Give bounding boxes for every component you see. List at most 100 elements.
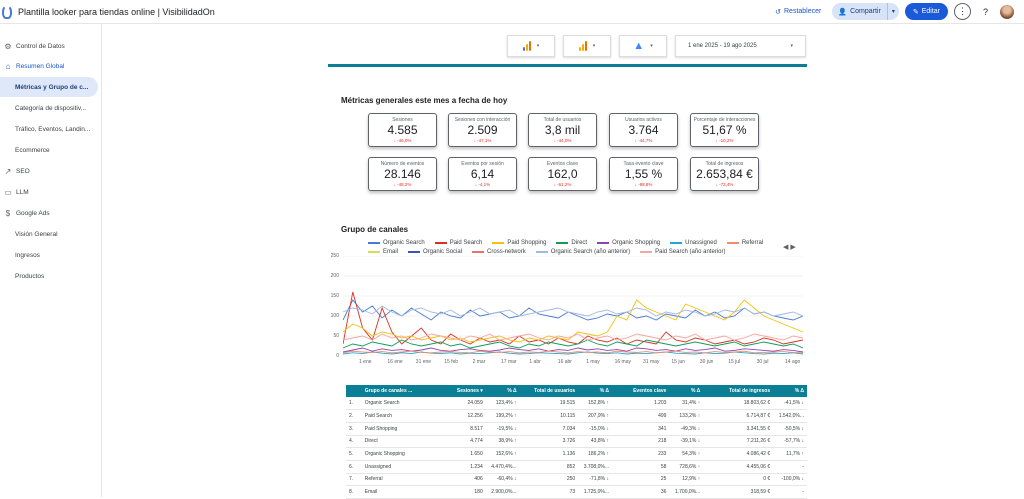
x-tick-label: 17 mar bbox=[501, 359, 517, 365]
sidebar-item-metricas[interactable]: Métricas y Grupo de c... bbox=[0, 77, 98, 97]
table-row[interactable]: 1. Organic Search 24.059 123,4% ↑ 19.515 152,… bbox=[346, 397, 807, 411]
legend-item[interactable]: Unassigned bbox=[670, 240, 717, 246]
kpi-label: Porcentaje de interacciones bbox=[693, 117, 756, 123]
kpi-label: Sesiones bbox=[392, 117, 413, 123]
legend-item[interactable]: Referral bbox=[726, 240, 763, 246]
sidebar-item-categoria-dispositivo[interactable]: Categoría de dispositiv... bbox=[15, 104, 87, 112]
table-row[interactable]: 6. Unassigned 1.234 4.470,4%... 852 3.708,0%.… bbox=[346, 460, 807, 474]
chevron-left-icon[interactable]: ◀ bbox=[783, 244, 789, 251]
sidebar-item-control-datos[interactable]: ⚙ Control de Datos bbox=[4, 41, 65, 51]
chevron-down-icon: ▾ bbox=[592, 43, 596, 49]
kpi-card: Sesiones con interacción 2.509 ↓ -47,1% bbox=[448, 113, 517, 147]
table-row[interactable]: 2. Paid Search 12.256 199,2% ↑ 10.115 207,9% … bbox=[346, 409, 807, 423]
sidebar-item-llm[interactable]: ▭ LLM bbox=[4, 187, 29, 197]
avatar[interactable] bbox=[1000, 4, 1014, 19]
table-row[interactable]: 3. Paid Shopping 8.517 -19,5% ↓ 7.034 -15,0% … bbox=[346, 422, 807, 436]
legend-pager[interactable]: ◀ ▶ bbox=[783, 243, 796, 251]
chart-legend-row-2: Email Organic Social Cross-network Organic … bbox=[368, 249, 725, 255]
legend-swatch bbox=[368, 251, 380, 253]
edit-button[interactable]: ✎ Editar bbox=[904, 3, 948, 20]
kpi-delta: ↓ -4,1% bbox=[474, 182, 491, 187]
x-tick-label: 1 may bbox=[586, 359, 600, 365]
chat-icon: ▭ bbox=[4, 187, 12, 197]
looker-logo-icon bbox=[2, 4, 12, 19]
series-line-1[interactable] bbox=[343, 291, 803, 345]
x-tick-label: 31 ene bbox=[415, 359, 432, 365]
x-tick-label: 2 mar bbox=[472, 359, 486, 365]
sidebar-item-ingresos[interactable]: Ingresos bbox=[15, 251, 40, 259]
col-sessions[interactable]: Sesiones ▾ bbox=[436, 385, 486, 397]
help-icon[interactable]: ? bbox=[982, 6, 988, 17]
trending-up-icon: ↗ bbox=[4, 166, 12, 176]
col-revenue[interactable]: Total de ingresos bbox=[703, 385, 774, 397]
series-line-8[interactable] bbox=[343, 333, 803, 341]
pencil-icon: ✎ bbox=[912, 8, 919, 16]
col-channel[interactable]: Grupo de canales ... bbox=[361, 385, 437, 397]
reset-button[interactable]: ↺ Restablecer bbox=[775, 8, 822, 16]
legend-item[interactable]: Paid Search bbox=[434, 240, 482, 246]
sidebar-item-trafico[interactable]: Tráfico, Eventos, Landin... bbox=[15, 125, 91, 133]
legend-item[interactable]: Organic Search (año anterior) bbox=[535, 249, 630, 255]
kpi-delta: ↓ -44,7% bbox=[634, 138, 653, 143]
kpi-card: Tasa evento clave 1,55 % ↓ -98,8% bbox=[609, 157, 678, 191]
share-main-button[interactable]: 👤 Compartir bbox=[832, 3, 888, 20]
y-tick-label: 100 bbox=[330, 313, 339, 319]
legend-swatch bbox=[434, 242, 447, 244]
legend-item[interactable]: Email bbox=[368, 249, 398, 255]
legend-item[interactable]: Organic Social bbox=[408, 249, 462, 255]
channels-line-chart bbox=[343, 256, 803, 356]
date-range-picker[interactable]: 1 ene 2025 - 19 ago 2025 ▾ bbox=[675, 35, 806, 57]
legend-item[interactable]: Cross-network bbox=[472, 249, 526, 255]
col-key-events-delta[interactable]: % Δ bbox=[669, 385, 704, 397]
chevron-right-icon[interactable]: ▶ bbox=[790, 244, 796, 251]
legend-item[interactable]: Paid Shopping bbox=[492, 240, 546, 246]
legend-item[interactable]: Direct bbox=[556, 240, 587, 246]
sidebar-item-seo[interactable]: ↗ SEO bbox=[4, 166, 30, 176]
col-revenue-delta[interactable]: % Δ bbox=[773, 385, 807, 397]
kpi-delta: ↓ -44,0% bbox=[553, 138, 572, 143]
kpi-card: Usuarios activos 3.764 ↓ -44,7% bbox=[609, 113, 678, 147]
kpi-card: Eventos por sesión 6,14 ↓ -4,1% bbox=[448, 157, 517, 191]
sidebar-item-ecommerce[interactable]: Ecommerce bbox=[15, 146, 50, 154]
series-line-3[interactable] bbox=[343, 339, 803, 349]
kpi-value: 2.653,84 € bbox=[696, 167, 753, 181]
legend-item[interactable]: Organic Shopping bbox=[597, 240, 660, 246]
y-tick-label: 200 bbox=[330, 273, 339, 279]
col-sessions-delta[interactable]: % Δ bbox=[485, 385, 520, 397]
kpi-value: 28.146 bbox=[384, 167, 421, 181]
more-options-icon[interactable]: ⋮ bbox=[954, 3, 971, 20]
sidebar-item-productos[interactable]: Productos bbox=[15, 272, 45, 280]
ga4-property-filter[interactable]: ▾ bbox=[507, 35, 555, 57]
chevron-down-icon: ▾ bbox=[650, 43, 653, 49]
table-row[interactable]: 5. Organic Shopping 1.650 152,6% ↑ 1.136 186,… bbox=[346, 447, 807, 461]
legend-item[interactable]: Organic Search bbox=[368, 240, 425, 246]
series-line-7[interactable] bbox=[343, 305, 803, 317]
kpi-value: 6,14 bbox=[470, 167, 495, 181]
table-row[interactable]: 7. Referral 406 -60,4% ↓ 250 -71,8% ↓ 25 12,9% … bbox=[346, 473, 807, 487]
kpi-value: 3.764 bbox=[628, 123, 659, 137]
kpi-delta: ↓ -48,2% bbox=[393, 182, 412, 187]
legend-swatch bbox=[408, 251, 421, 253]
col-key-events[interactable]: Eventos clave bbox=[611, 385, 670, 397]
col-users[interactable]: Total de usuarios bbox=[519, 385, 579, 397]
x-tick-label: 31 may bbox=[643, 359, 660, 365]
legend-item[interactable]: Paid Search (año anterior) bbox=[640, 249, 725, 255]
x-tick-label: 15 feb bbox=[444, 359, 459, 365]
x-tick-label: 1 abr bbox=[529, 359, 541, 365]
share-button[interactable]: 👤 Compartir ▾ bbox=[832, 3, 899, 20]
sidebar-item-resumen-global[interactable]: ⌂ Resumen Global bbox=[0, 56, 98, 76]
share-dropdown-icon[interactable]: ▾ bbox=[891, 9, 895, 15]
series-line-0[interactable] bbox=[343, 299, 803, 321]
google-ads-filter[interactable]: ▲ ▾ bbox=[619, 35, 667, 57]
kpi-card: Sesiones 4.585 ↓ -46,0% bbox=[368, 113, 437, 147]
sidebar-item-vision-general[interactable]: Visión General bbox=[15, 230, 58, 238]
table-row[interactable]: 4. Direct 4.774 38,9% ↑ 3.726 43,8% ↑ 218 -39,1… bbox=[346, 435, 807, 449]
kpi-label: Tasa evento clave bbox=[623, 161, 664, 167]
series-line-4[interactable] bbox=[343, 347, 803, 353]
chevron-down-icon: ▾ bbox=[790, 43, 793, 49]
series-line-6[interactable] bbox=[343, 350, 803, 354]
x-tick-label: 15 jul bbox=[728, 359, 741, 365]
sidebar-item-google-ads[interactable]: $ Google Ads bbox=[0, 203, 98, 223]
ga4-stream-filter[interactable]: ▾ bbox=[563, 35, 611, 57]
col-users-delta[interactable]: % Δ bbox=[578, 385, 612, 397]
